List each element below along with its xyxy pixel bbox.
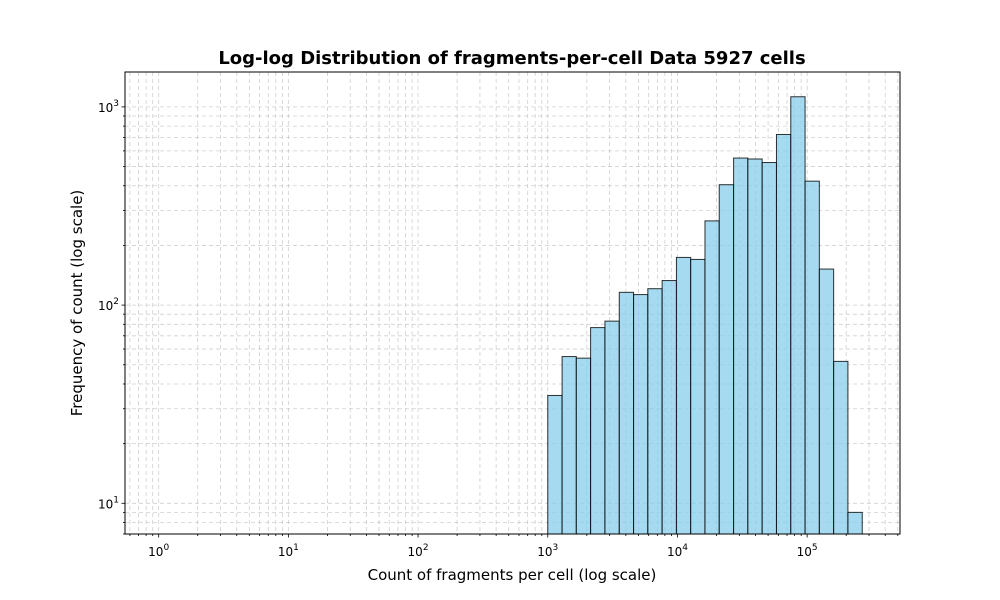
histogram-bar (647, 288, 663, 535)
histogram-bar (618, 291, 635, 535)
histogram-bar (718, 184, 735, 535)
histogram-bar (818, 268, 835, 535)
histogram-bar (847, 511, 863, 535)
histogram-bar (604, 320, 620, 535)
chart-title: Log-log Distribution of fragments-per-ce… (218, 48, 805, 69)
histogram-bar (675, 256, 692, 535)
histogram-bar (761, 162, 777, 535)
histogram-bar (704, 220, 720, 535)
x-tick-label: 100 (148, 543, 169, 559)
y-axis-label: Frequency of count (log scale) (68, 190, 86, 417)
y-tick-label: 102 (98, 297, 119, 313)
y-tick-label: 103 (98, 99, 119, 115)
axis-ticks: 100 101 102 103 104 105 101 102 103 (98, 99, 899, 559)
x-tick-label: 101 (278, 543, 299, 559)
histogram-bar (790, 96, 806, 535)
histogram-bar (575, 357, 592, 535)
x-tick-label: 104 (667, 543, 688, 559)
histogram-bar (833, 360, 849, 535)
histogram-bar (547, 394, 563, 535)
x-tick-label: 103 (537, 543, 558, 559)
plot-frame (124, 71, 901, 535)
x-tick-label: 102 (408, 543, 429, 559)
histogram-bar (733, 157, 749, 535)
histogram-bar (561, 356, 577, 535)
x-axis-label: Count of fragments per cell (log scale) (368, 566, 657, 584)
y-tick-label: 101 (98, 495, 119, 511)
histogram-bar (747, 158, 763, 535)
histogram-bar (690, 258, 706, 535)
histogram-bar (661, 280, 677, 535)
histogram-bars (547, 96, 863, 535)
histogram-bar (633, 294, 649, 535)
histogram-bar (804, 180, 820, 535)
x-tick-label: 105 (797, 543, 818, 559)
histogram-bar (775, 133, 792, 535)
histogram-bar (590, 327, 606, 535)
